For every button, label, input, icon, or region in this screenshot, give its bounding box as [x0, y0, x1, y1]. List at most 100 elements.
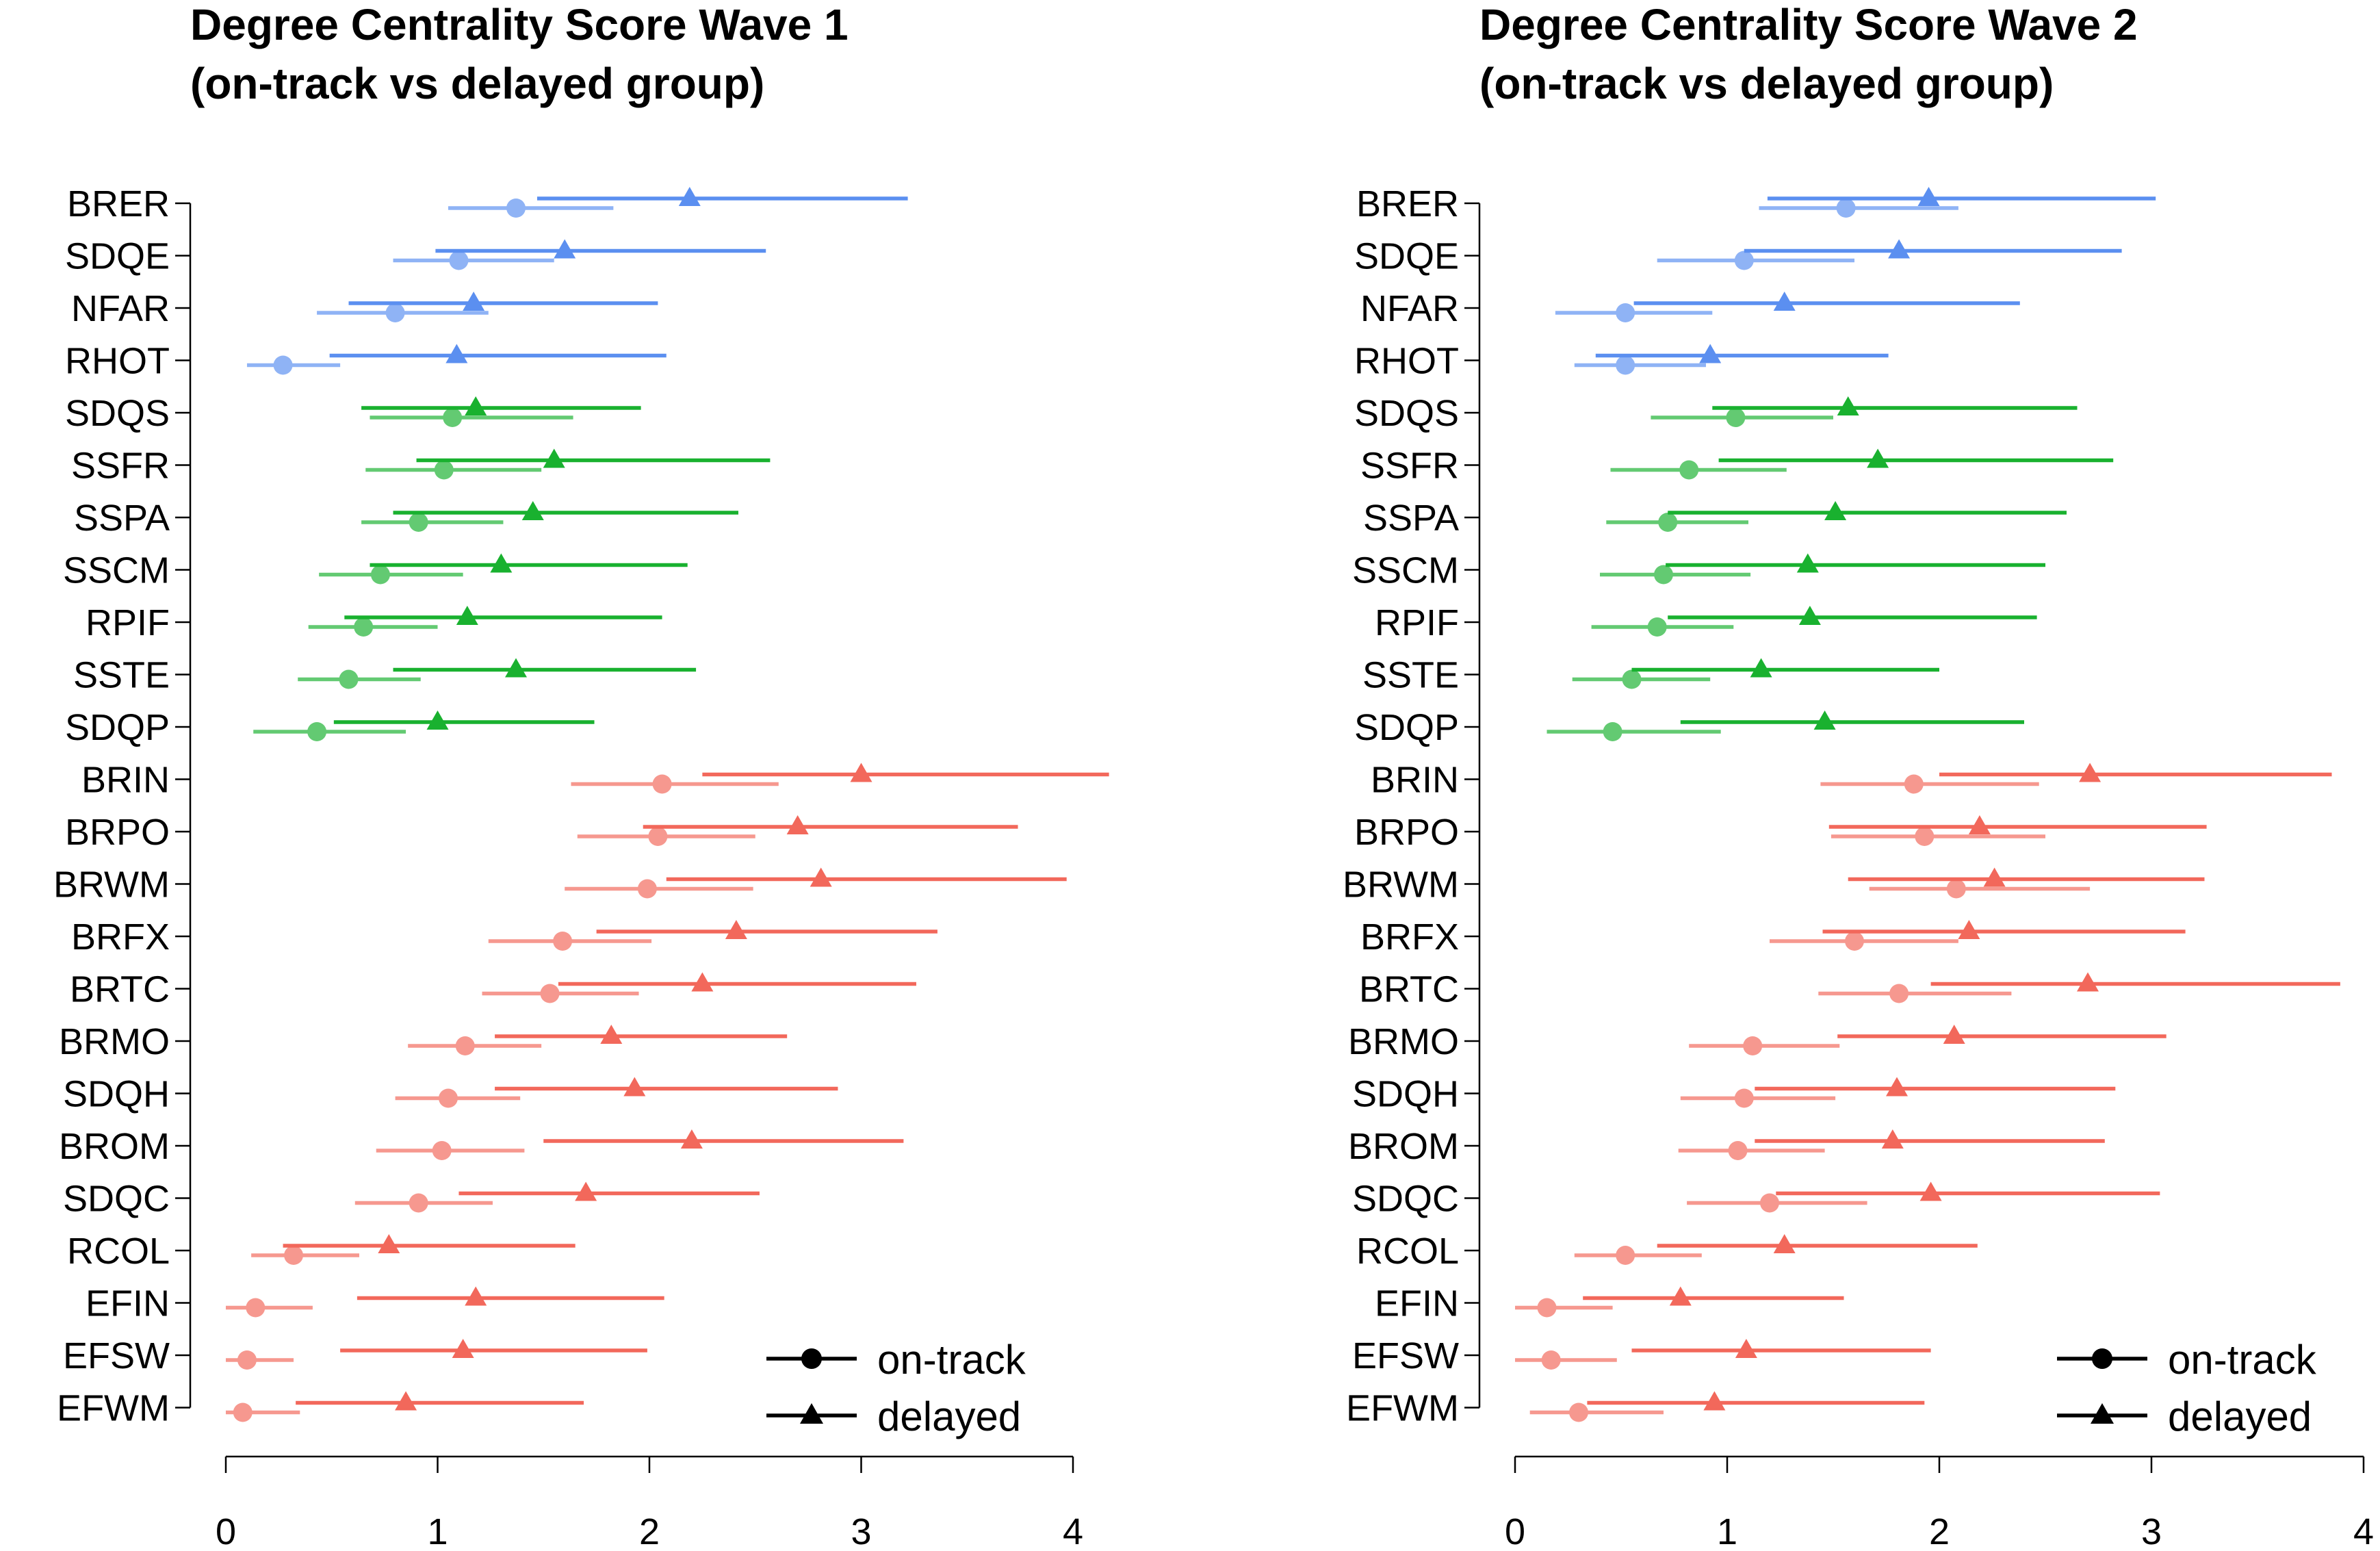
y-tick-label-sdqs: SDQS: [65, 393, 170, 434]
point-delayed-sdqc: [1919, 1181, 1942, 1201]
chart-title-line-1: Degree Centrality Score Wave 2: [1479, 0, 2138, 49]
point-delayed-efwm: [395, 1391, 417, 1411]
y-tick-label-brin: BRIN: [81, 760, 170, 801]
y-tick-label-sdqs: SDQS: [1354, 393, 1459, 434]
point-on-track-sdqs: [443, 408, 463, 427]
legend-marker-circle: [801, 1348, 822, 1369]
point-on-track-sdqe: [1734, 251, 1754, 270]
point-on-track-rpif: [354, 617, 374, 637]
point-on-track-sscm: [370, 565, 390, 585]
point-on-track-brom: [432, 1141, 452, 1160]
point-delayed-efin: [465, 1286, 487, 1306]
point-delayed-efwm: [1703, 1391, 1726, 1411]
point-on-track-sscm: [1654, 565, 1673, 585]
point-on-track-rcol: [1616, 1246, 1635, 1265]
y-tick-label-efwm: EFWM: [57, 1388, 170, 1429]
x-tick-label: 4: [2353, 1511, 2374, 1551]
point-delayed-brom: [680, 1129, 703, 1149]
point-delayed-sdqe: [554, 239, 576, 259]
point-on-track-sdqc: [409, 1193, 428, 1213]
point-delayed-sdqp: [1813, 710, 1836, 730]
point-delayed-rpif: [1798, 606, 1821, 625]
y-tick-label-brfx: BRFX: [71, 916, 170, 958]
point-delayed-sdqp: [426, 710, 449, 730]
point-delayed-rhot: [445, 344, 468, 363]
point-on-track-sspa: [1658, 513, 1678, 532]
y-tick-label-sste: SSTE: [73, 655, 170, 696]
y-tick-label-sspa: SSPA: [74, 498, 170, 539]
legend-label-on-track: on-track: [2168, 1337, 2317, 1383]
point-on-track-sste: [1622, 669, 1642, 689]
point-on-track-brpo: [648, 827, 668, 846]
legend-marker-triangle: [2091, 1403, 2114, 1424]
point-delayed-sdqc: [575, 1181, 597, 1201]
point-on-track-brin: [1904, 774, 1924, 794]
point-on-track-brin: [652, 774, 672, 794]
y-tick-label-sdqe: SDQE: [1354, 236, 1459, 277]
x-tick-label: 1: [1717, 1511, 1737, 1551]
point-delayed-brom: [1881, 1129, 1904, 1149]
x-tick-label: 0: [1505, 1511, 1525, 1551]
y-tick-label-rpif: RPIF: [1375, 602, 1459, 643]
point-on-track-sspa: [409, 513, 428, 532]
point-on-track-brtc: [540, 984, 560, 1003]
x-tick-label: 2: [1929, 1511, 1950, 1551]
point-on-track-efin: [1537, 1298, 1557, 1318]
point-on-track-sste: [339, 669, 359, 689]
point-delayed-ssfr: [543, 448, 565, 468]
y-tick-label-brtc: BRTC: [70, 969, 170, 1010]
point-on-track-ssfr: [434, 460, 454, 480]
point-on-track-sdqc: [1760, 1193, 1779, 1213]
y-tick-label-sdqp: SDQP: [1354, 707, 1459, 748]
y-tick-label-efsw: EFSW: [1352, 1335, 1459, 1376]
point-delayed-sdqs: [1837, 396, 1859, 415]
y-tick-label-sdqh: SDQH: [63, 1074, 170, 1115]
point-on-track-efwm: [233, 1402, 253, 1422]
y-tick-label-brer: BRER: [67, 183, 170, 225]
y-tick-label-sdqp: SDQP: [65, 707, 170, 748]
point-on-track-brmo: [455, 1036, 475, 1055]
legend-label-delayed: delayed: [877, 1394, 1021, 1439]
y-tick-label-nfar: NFAR: [1360, 288, 1459, 329]
point-on-track-sdqh: [1734, 1088, 1754, 1108]
point-on-track-efwm: [1569, 1402, 1588, 1422]
y-tick-label-brwm: BRWM: [1343, 864, 1459, 906]
point-on-track-brer: [506, 198, 526, 218]
y-tick-label-brmo: BRMO: [1348, 1021, 1459, 1062]
point-on-track-nfar: [385, 303, 405, 322]
y-tick-label-ssfr: SSFR: [71, 446, 170, 487]
point-delayed-sspa: [521, 501, 544, 520]
y-tick-label-sste: SSTE: [1362, 655, 1459, 696]
point-delayed-rcol: [378, 1234, 400, 1253]
y-tick-label-efwm: EFWM: [1346, 1388, 1459, 1429]
point-on-track-brfx: [1845, 932, 1864, 951]
y-tick-label-rpif: RPIF: [86, 602, 170, 643]
y-tick-label-sdqc: SDQC: [1352, 1179, 1459, 1220]
point-delayed-brer: [1917, 187, 1940, 206]
y-tick-label-sscm: SSCM: [63, 550, 170, 591]
point-delayed-sscm: [1796, 553, 1819, 573]
point-delayed-nfar: [1773, 292, 1796, 311]
point-delayed-brer: [678, 187, 701, 206]
point-delayed-rcol: [1773, 1234, 1796, 1253]
point-delayed-efin: [1669, 1286, 1692, 1306]
point-delayed-brwm: [1983, 867, 2006, 887]
point-delayed-brtc: [2077, 972, 2099, 992]
point-on-track-brer: [1836, 198, 1856, 218]
point-delayed-brmo: [600, 1025, 623, 1044]
legend-label-on-track: on-track: [877, 1337, 1026, 1383]
point-delayed-brin: [850, 762, 872, 782]
point-on-track-sdqe: [449, 251, 469, 270]
point-on-track-sdqs: [1726, 408, 1746, 427]
point-on-track-brmo: [1743, 1036, 1763, 1055]
x-tick-label: 2: [639, 1511, 660, 1551]
point-delayed-sdqh: [623, 1077, 646, 1097]
y-tick-label-rcol: RCOL: [67, 1231, 170, 1272]
y-tick-label-sspa: SSPA: [1363, 498, 1459, 539]
point-on-track-rpif: [1647, 617, 1667, 637]
y-tick-label-rhot: RHOT: [65, 341, 170, 382]
point-on-track-sdqp: [1603, 722, 1622, 741]
point-on-track-brfx: [553, 932, 573, 951]
point-delayed-brpo: [1968, 815, 1991, 834]
y-tick-label-brmo: BRMO: [59, 1021, 170, 1062]
